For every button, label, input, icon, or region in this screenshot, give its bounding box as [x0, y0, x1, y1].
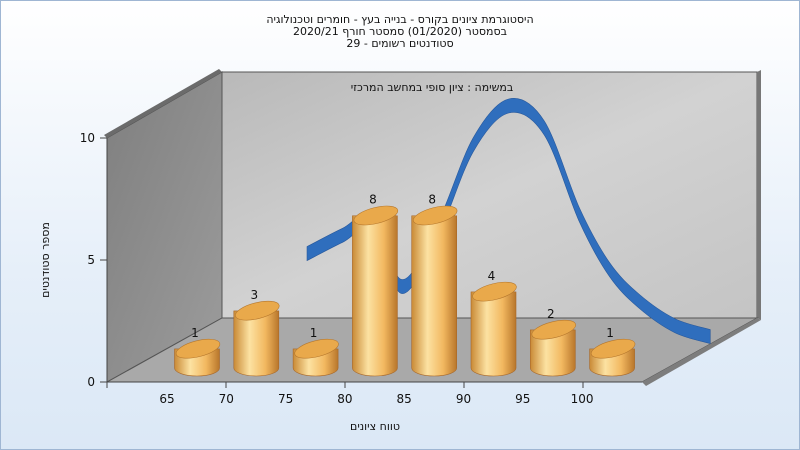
x-tick-label: 75 [278, 392, 293, 406]
histogram-bar [470, 281, 517, 377]
chart-title-line-1: היסטוגרמת ציונים בקורס - בנייה בעץ - חומ… [266, 13, 533, 26]
y-tick-label: 0 [87, 375, 95, 389]
histogram-bar [233, 300, 280, 377]
x-tick-label: 85 [397, 392, 412, 406]
chart-title-line-3: סטודנטים רשומים - 29 [346, 37, 453, 50]
x-tick-label: 70 [219, 392, 234, 406]
x-tick-label: 80 [337, 392, 352, 406]
back-wall-edge [757, 70, 761, 320]
histogram-bar [174, 338, 221, 377]
histogram-bar [292, 338, 339, 377]
x-axis-label: טווח ציונים [350, 420, 400, 433]
x-tick-label: 90 [456, 392, 471, 406]
histogram-bar [530, 319, 576, 377]
bar-data-label: 1 [606, 326, 614, 340]
y-tick-label: 5 [87, 253, 95, 267]
bar-data-label: 8 [369, 193, 377, 207]
x-tick-label: 95 [515, 392, 530, 406]
histogram-bar [411, 205, 458, 377]
bar-data-label: 4 [488, 269, 496, 283]
bar-data-label: 8 [428, 193, 436, 207]
x-tick-label: 100 [571, 392, 594, 406]
bar-data-label: 2 [547, 307, 555, 321]
histogram-bar [589, 338, 636, 377]
bar-data-label: 1 [310, 326, 318, 340]
floor-edge [642, 318, 761, 386]
chart-title-line-2: בסמסטר (01/2020) סמסטר חורף 2020/21 [293, 25, 507, 38]
bar-data-label: 3 [250, 288, 258, 302]
side-wall-shadow [104, 69, 222, 138]
bar-data-label: 1 [191, 326, 199, 340]
y-axis-label: מספר סטודנטים [39, 222, 52, 298]
y-tick-label: 10 [80, 131, 95, 145]
histogram-bar [352, 205, 399, 377]
chart-subtitle: במשימה : ציון סופי במחשב המרכזי [351, 81, 514, 94]
x-tick-label: 65 [159, 392, 174, 406]
